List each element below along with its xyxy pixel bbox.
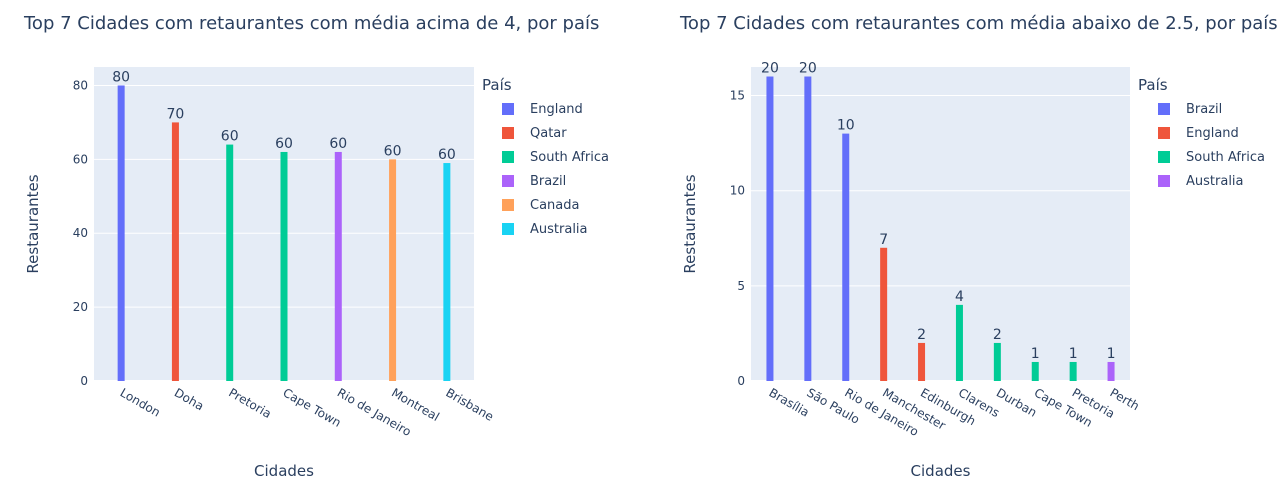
legend-label: Canada	[530, 198, 579, 213]
y-axis-title: Restaurantes	[681, 174, 699, 273]
legend-label: South Africa	[530, 150, 609, 165]
legend-swatch	[502, 199, 514, 211]
legend-item[interactable]: Qatar	[502, 126, 567, 141]
data-label: 4	[955, 289, 964, 305]
x-tick-label: Pretoria	[226, 385, 273, 420]
legend-item[interactable]: Canada	[502, 198, 579, 213]
data-label: 20	[761, 61, 779, 77]
x-axis-title: Cidades	[911, 462, 971, 480]
legend-swatch	[502, 223, 514, 235]
data-label: 60	[329, 136, 347, 152]
y-tick-label: 60	[73, 152, 88, 166]
y-tick-label: 0	[737, 374, 745, 388]
bar-cape-town[interactable]	[1031, 361, 1039, 381]
data-label: 2	[917, 327, 926, 343]
y-tick-label: 40	[73, 226, 88, 240]
y-axis-title: Restaurantes	[24, 174, 42, 273]
bar-perth[interactable]	[1107, 361, 1115, 381]
chart-title: Top 7 Cidades com retaurantes com média …	[679, 13, 1278, 34]
bar-cape-town[interactable]	[280, 151, 288, 381]
legend-swatch	[1158, 103, 1170, 115]
legend: País England Qatar South Africa Brazil Canada…	[482, 76, 609, 237]
y-tick-label: 80	[73, 78, 88, 92]
bar-edinburgh[interactable]	[918, 342, 926, 381]
legend-item[interactable]: Brazil	[502, 174, 566, 189]
legend-swatch	[1158, 151, 1170, 163]
legend-label: Australia	[530, 222, 588, 237]
y-tick-label: 15	[730, 89, 745, 103]
y-tick-label: 0	[80, 374, 88, 388]
legend-label: England	[530, 102, 583, 117]
legend-swatch	[502, 151, 514, 163]
y-tick-label: 10	[730, 184, 745, 198]
bar-brisbane[interactable]	[443, 163, 451, 381]
legend-item[interactable]: Australia	[502, 222, 588, 237]
data-label: 60	[275, 136, 293, 152]
legend-title: País	[482, 76, 512, 94]
legend-item[interactable]: South Africa	[502, 150, 609, 165]
y-tick-label: 5	[737, 279, 745, 293]
legend-swatch	[502, 103, 514, 115]
x-tick-label: London	[118, 385, 163, 419]
chart-2: Top 7 Cidades com retaurantes com média …	[679, 13, 1278, 480]
data-label: 1	[1107, 346, 1116, 362]
y-tick-label: 20	[73, 300, 88, 314]
data-label: 60	[438, 147, 456, 163]
bar-pretoria[interactable]	[226, 144, 234, 381]
x-tick-label: Doha	[172, 385, 206, 413]
x-tick-label: Cape Town	[281, 385, 344, 429]
x-axis-title: Cidades	[254, 462, 314, 480]
data-label: 60	[384, 143, 402, 159]
legend-item[interactable]: South Africa	[1158, 150, 1265, 165]
legend-label: Qatar	[530, 126, 567, 141]
data-label: 80	[112, 69, 130, 85]
legend-swatch	[1158, 127, 1170, 139]
bar-manchester[interactable]	[880, 247, 888, 381]
bar-bras-lia[interactable]	[766, 76, 774, 382]
x-tick-label: Brasília	[766, 385, 811, 419]
data-label: 7	[879, 232, 888, 248]
legend-label: Brazil	[1186, 102, 1222, 117]
bar-london[interactable]	[117, 85, 125, 382]
legend-title: País	[1138, 76, 1168, 94]
legend: País Brazil England South Africa Australia	[1138, 76, 1265, 189]
legend-label: England	[1186, 126, 1239, 141]
legend-item[interactable]: England	[1158, 126, 1239, 141]
legend-swatch	[1158, 175, 1170, 187]
chart-title: Top 7 Cidades com retaurantes com média …	[23, 13, 599, 34]
bar-clarens[interactable]	[955, 304, 963, 381]
data-label: 20	[799, 61, 817, 77]
chart-1: Top 7 Cidades com retaurantes com média …	[23, 13, 609, 480]
bar-doha[interactable]	[171, 122, 179, 381]
legend-item[interactable]: Brazil	[1158, 102, 1222, 117]
bar-rio-de-janeiro[interactable]	[334, 151, 342, 381]
data-label: 1	[1031, 346, 1040, 362]
data-label: 10	[837, 118, 855, 134]
plot-area	[751, 67, 1130, 381]
bar-pretoria[interactable]	[1069, 361, 1077, 381]
legend-item[interactable]: Australia	[1158, 174, 1244, 189]
x-tick-label: Brisbane	[443, 385, 496, 423]
legend-item[interactable]: England	[502, 102, 583, 117]
bar-s-o-paulo[interactable]	[804, 76, 812, 382]
data-label: 2	[993, 327, 1002, 343]
legend-label: South Africa	[1186, 150, 1265, 165]
bar-durban[interactable]	[993, 342, 1001, 381]
legend-swatch	[502, 127, 514, 139]
data-label: 70	[167, 106, 185, 122]
data-label: 60	[221, 129, 239, 145]
legend-label: Brazil	[530, 174, 566, 189]
bar-rio-de-janeiro[interactable]	[842, 133, 850, 381]
x-tick-label: Durban	[994, 385, 1039, 419]
data-label: 1	[1069, 346, 1078, 362]
legend-label: Australia	[1186, 174, 1244, 189]
bar-montreal[interactable]	[389, 159, 397, 381]
legend-swatch	[502, 175, 514, 187]
